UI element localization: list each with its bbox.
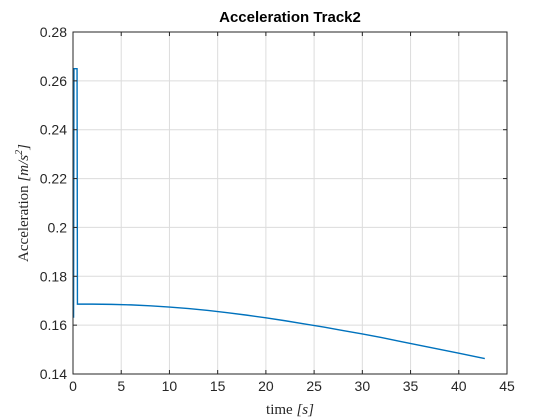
y-tick-label: 0.2 <box>48 219 68 235</box>
y-axis-label: Acceleration [m/s2] <box>14 144 32 262</box>
x-tick-label: 30 <box>355 378 371 394</box>
plot-frame <box>72 31 508 375</box>
x-axis-label-main: time <box>266 402 296 418</box>
chart-title: Acceleration Track2 <box>219 9 361 26</box>
y-tick-label: 0.14 <box>40 366 67 382</box>
y-tick-labels: 0.14 0.16 0.18 0.2 0.22 0.24 0.26 0.28 <box>40 24 67 382</box>
x-tick-labels: 0 5 10 15 20 25 30 35 40 45 <box>69 378 515 394</box>
x-tick-label: 35 <box>403 378 419 394</box>
y-axis-label-main: Acceleration <box>16 182 32 262</box>
grid <box>72 31 508 375</box>
x-tick-label: 45 <box>499 378 515 394</box>
x-tick-label: 25 <box>306 378 322 394</box>
series-line <box>72 67 485 360</box>
y-tick-label: 0.24 <box>40 122 67 138</box>
x-tick-label: 5 <box>117 378 125 394</box>
x-tick-label: 20 <box>258 378 274 394</box>
x-tick-label: 40 <box>451 378 467 394</box>
y-axis-label-unit: [m/s <box>16 155 32 182</box>
y-tick-label: 0.22 <box>40 171 67 187</box>
y-axis-label-sup: 2 <box>14 150 25 155</box>
y-tick-label: 0.16 <box>40 317 67 333</box>
x-tick-label: 10 <box>162 378 178 394</box>
series-group <box>72 67 485 360</box>
y-tick-label: 0.18 <box>40 268 67 284</box>
x-axis-label-unit: [s] <box>296 402 314 418</box>
tick-marks <box>72 31 508 375</box>
x-axis-label: time [s] <box>266 402 314 418</box>
y-tick-label: 0.28 <box>40 24 67 40</box>
y-tick-label: 0.26 <box>40 73 67 89</box>
x-tick-label: 15 <box>210 378 226 394</box>
y-axis-label-close: ] <box>16 144 32 151</box>
x-tick-label: 0 <box>69 378 77 394</box>
